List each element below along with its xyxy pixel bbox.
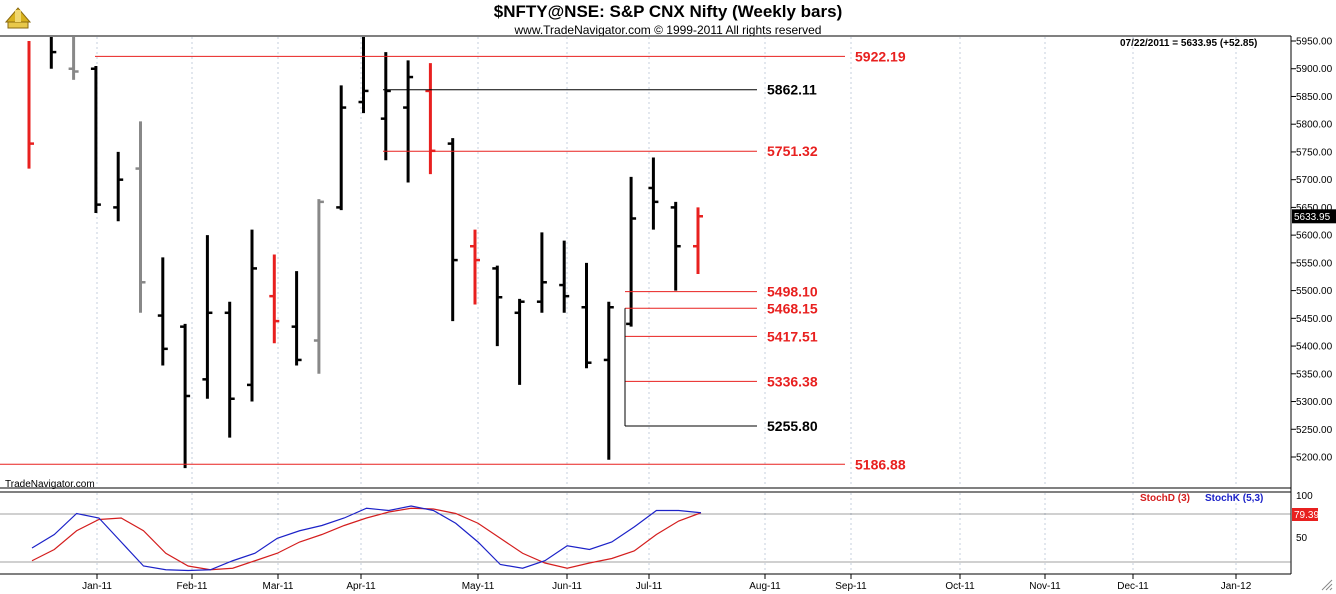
y-tick-label: 5600.00 (1296, 231, 1333, 242)
x-tick-label: Apr-11 (346, 581, 376, 592)
ohlc-bar (202, 235, 213, 399)
watermark: TradeNavigator.com (5, 479, 95, 490)
x-tick-label: Jan-11 (82, 581, 112, 592)
ohlc-bar (269, 254, 280, 344)
price-gridlines (96, 37, 1237, 573)
chart-title: $NFTY@NSE: S&P CNX Nifty (Weekly bars) (494, 2, 842, 21)
ohlc-bar (135, 121, 146, 313)
x-tick-label: Mar-11 (263, 581, 294, 592)
y-tick-label: 5800.00 (1296, 120, 1333, 131)
price-y-axis: 5200.00 5250.00 5300.00 5350.00 5400.00 5450.… (1291, 37, 1333, 464)
ohlc-bar (403, 60, 414, 183)
level-label: 5336.38 (767, 373, 818, 389)
y-tick-label: 5700.00 (1296, 175, 1333, 186)
ohlc-bar (603, 301, 614, 460)
price-bars (27, 37, 703, 469)
resize-grip-icon[interactable] (1318, 576, 1334, 592)
ohlc-bar (313, 199, 324, 374)
ohlc-bar (536, 232, 547, 313)
y-tick-label: 5900.00 (1296, 64, 1333, 75)
x-tick-label: Sep-11 (835, 581, 867, 592)
level-label: 5922.19 (855, 48, 906, 64)
ohlc-bar (470, 229, 480, 305)
y-tick-label: 5750.00 (1296, 147, 1333, 158)
stoch-value-label: 79.39 (1294, 510, 1319, 521)
y-tick-label: 5950.00 (1296, 37, 1333, 48)
x-tick-label: Nov-11 (1029, 581, 1061, 592)
ohlc-bar (157, 257, 168, 366)
ohlc-bar (68, 37, 79, 80)
y-tick-label: 5400.00 (1296, 342, 1333, 353)
price-readout: 07/22/2011 = 5633.95 (+52.85) (1120, 38, 1257, 49)
level-label: 5468.15 (767, 300, 818, 316)
x-tick-label: Aug-11 (749, 581, 781, 592)
ohlc-bar (670, 201, 681, 291)
ohlc-bar (247, 229, 257, 402)
ohlc-bar (358, 37, 369, 114)
stochastic-panel: StochD (3) StochK (5,3) 100 50 79.39 (0, 491, 1319, 575)
ohlc-bar (180, 323, 191, 469)
x-tick-label: Jan-12 (1221, 581, 1252, 592)
y-tick-label: 5850.00 (1296, 92, 1333, 103)
x-tick-label: Jul-11 (636, 581, 663, 592)
level-label: 5498.10 (767, 284, 818, 300)
y-tick-label: 5500.00 (1296, 286, 1333, 297)
last-price-label: 5633.95 (1294, 212, 1331, 223)
ohlc-bar (49, 37, 57, 69)
ohlc-bar (425, 63, 436, 175)
y-tick-label: 5550.00 (1296, 258, 1333, 269)
ohlc-bar (27, 41, 34, 169)
legend-stochd: StochD (3) (1140, 493, 1190, 504)
stoch-series (31, 505, 702, 572)
ohlc-bar (648, 157, 659, 230)
ohlc-bar (380, 52, 391, 161)
ohlc-bar (626, 176, 637, 327)
legend-stochk: StochK (5,3) (1205, 493, 1263, 504)
level-label: 5862.11 (767, 82, 817, 98)
y-axis-area (1291, 36, 1336, 594)
stoch-tick-100: 100 (1296, 491, 1313, 502)
last-price-marker: 5633.95 (1292, 209, 1336, 224)
x-tick-label: Feb-11 (177, 581, 208, 592)
ohlc-bar (492, 265, 503, 347)
ohlc-bar (581, 262, 592, 369)
y-tick-label: 5650.00 (1296, 203, 1333, 214)
x-tick-label: Dec-11 (1117, 581, 1149, 592)
y-tick-label: 5350.00 (1296, 369, 1333, 380)
copyright-text: www.TradeNavigator.com © 1999-2011 All r… (514, 23, 822, 37)
ohlc-bar (113, 151, 124, 222)
stochk-line (31, 505, 702, 572)
stoch-tick-50: 50 (1296, 533, 1308, 544)
y-tick-label: 5250.00 (1296, 425, 1333, 436)
level-label: 5255.80 (767, 418, 818, 434)
stoch-value-box (1292, 508, 1318, 521)
ohlc-bar (224, 301, 235, 438)
logo-icon (2, 3, 34, 35)
x-tick-label: Oct-11 (945, 581, 975, 592)
ohlc-bar (336, 85, 347, 211)
y-tick-label: 5200.00 (1296, 453, 1333, 464)
x-axis: Jan-11 Feb-11 Mar-11 Apr-11 May-11 Jun-11 Jul-… (82, 574, 1252, 592)
ohlc-bar (693, 207, 703, 274)
level-label: 5186.88 (855, 456, 906, 472)
x-tick-label: Jun-11 (552, 581, 582, 592)
level-label: 5417.51 (767, 328, 818, 344)
y-tick-label: 5300.00 (1296, 397, 1333, 408)
y-tick-label: 5450.00 (1296, 314, 1333, 325)
ohlc-bar (447, 138, 458, 322)
ohlc-bar (291, 271, 302, 366)
ohlc-bar (559, 240, 570, 313)
ohlc-bar (90, 65, 101, 213)
x-tick-label: May-11 (462, 581, 495, 592)
ohlc-bar (514, 298, 525, 385)
stochd-line (31, 507, 702, 571)
level-label: 5751.32 (767, 143, 818, 159)
